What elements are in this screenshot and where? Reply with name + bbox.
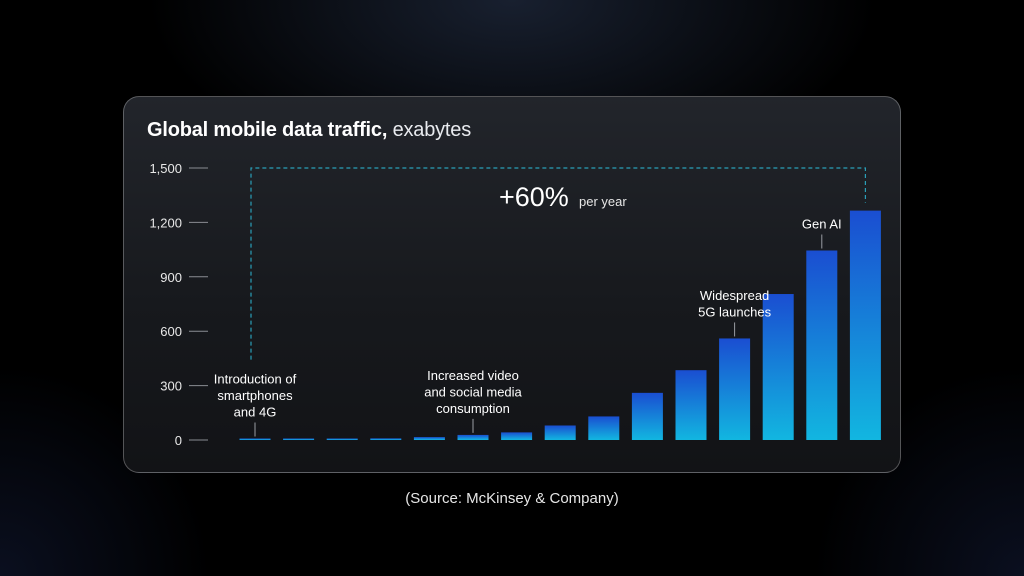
y-tick-label: 1,500 [149,161,182,176]
y-tick-label: 600 [160,324,182,339]
y-axis: 0 300 600 900 1,200 1,500 [149,161,208,448]
bar [544,425,576,440]
y-tick-label: 900 [160,270,182,285]
growth-rate-label: +60% [499,182,569,212]
bar [501,432,533,440]
annotation-text: 5G launches [698,304,771,319]
bar [675,370,707,440]
chart-title-unit: exabytes [392,119,472,141]
bar [413,437,445,440]
bar [283,438,315,440]
bar [631,392,663,440]
bar [239,438,271,440]
bar [588,416,620,440]
annotation-text: and social media [424,384,522,399]
bar [457,434,489,440]
chart-title: Global mobile data traffic, exabytes [147,119,471,142]
bar-chart: 0 300 600 900 1,200 1,500 +60% per year Introd… [149,161,881,448]
annotation-text: Gen AI [802,217,842,232]
annotation-text: Introduction of [214,372,297,387]
source-caption: (Source: McKinsey & Company) [405,490,619,507]
bar [806,250,838,440]
growth-bracket: +60% per year [250,167,867,360]
annotation-text: and 4G [234,405,277,420]
bar [370,438,402,440]
y-tick-label: 0 [175,433,182,448]
y-tick-label: 300 [160,379,182,394]
bar [719,338,751,440]
chart-card: Global mobile data traffic, exabytes 0 30… [123,96,901,473]
bar [326,438,358,440]
bar-series [239,210,881,440]
annotation-text: Widespread [700,288,769,303]
y-tick-label: 1,200 [149,215,182,230]
bar [762,294,794,440]
growth-rate-suffix: per year [579,194,627,209]
growth-bracket-line [250,167,867,360]
annotation-text: consumption [436,401,510,416]
chart-title-main: Global mobile data traffic, [147,119,388,141]
annotation-text: Increased video [427,368,519,383]
annotation-text: smartphones [217,388,293,403]
bar [849,210,881,440]
